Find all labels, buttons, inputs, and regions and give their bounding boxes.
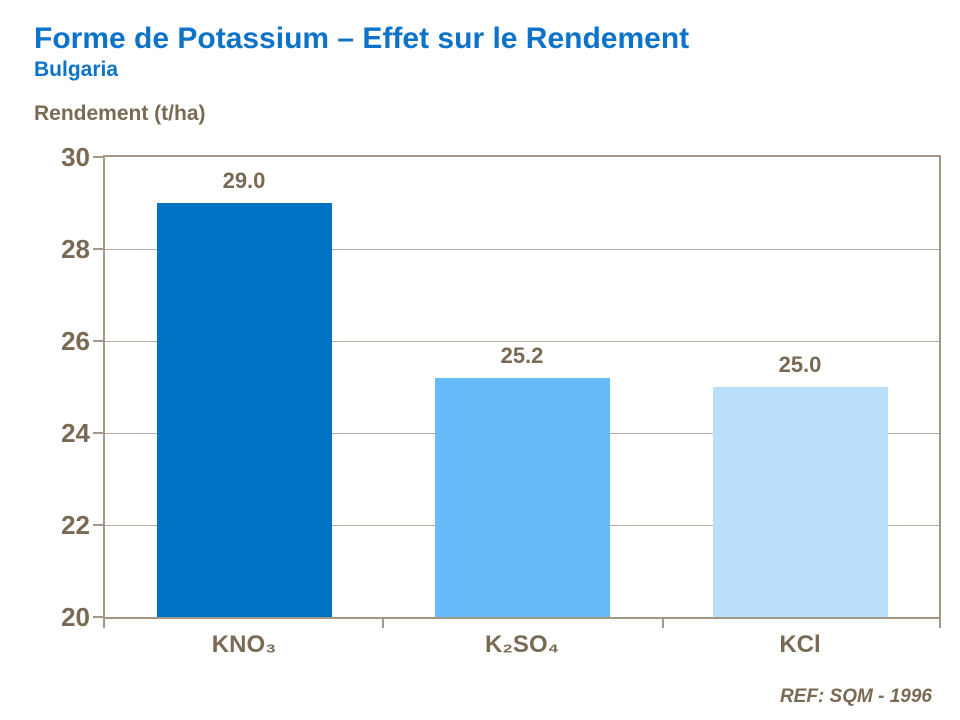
bar [713,387,888,617]
plot-area [103,155,941,619]
x-category-label: KCl [779,631,821,658]
x-tick [939,619,941,628]
bar [157,203,332,617]
y-tick [93,616,103,618]
y-tick [93,524,103,526]
x-tick [661,619,664,628]
bar [435,378,610,617]
page-title: Forme de Potassium – Effet sur le Rendem… [34,22,690,55]
bar-value-label: 25.0 [778,352,822,377]
y-axis-title: Rendement (t/ha) [34,102,206,125]
y-tick-label: 30 [61,142,90,172]
y-tick [93,432,103,434]
y-tick [93,156,103,158]
y-tick-label: 26 [61,326,90,356]
gridline [105,340,939,342]
gridline [105,248,939,250]
page-subtitle: Bulgaria [34,58,119,81]
bar-value-label: 25.2 [500,343,544,368]
y-tick-label: 20 [61,602,90,632]
bar-value-label: 29.0 [222,168,266,193]
reference-note: REF: SQM - 1996 [779,686,932,707]
x-tick [103,619,105,628]
y-tick-label: 24 [61,418,90,448]
x-category-label: KNO₃ [211,631,277,658]
y-tick-label: 22 [61,510,90,540]
x-tick [382,619,385,628]
y-tick [93,248,103,250]
x-category-label: K₂SO₄ [484,631,560,658]
y-tick [93,340,103,342]
y-tick-label: 28 [61,234,90,264]
